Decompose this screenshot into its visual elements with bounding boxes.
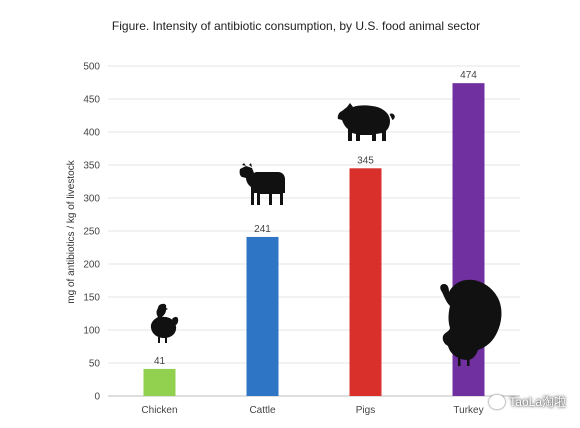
y-tick-label: 300 bbox=[83, 194, 100, 205]
y-tick-label: 400 bbox=[83, 128, 100, 139]
cattle-icon bbox=[239, 163, 285, 205]
x-tick-label-pigs: Pigs bbox=[356, 405, 375, 416]
y-tick-label: 0 bbox=[94, 392, 100, 403]
y-tick-labels: 0 50 100 150 200 250 300 350 400 450 500 bbox=[83, 62, 100, 403]
x-tick-label-cattle: Cattle bbox=[249, 405, 276, 416]
y-tick-label: 350 bbox=[83, 161, 100, 172]
watermark: TaoLa淘啦 bbox=[489, 393, 566, 410]
y-tick-label: 200 bbox=[83, 260, 100, 271]
chat-bubble-icon bbox=[489, 394, 506, 409]
y-tick-label: 50 bbox=[89, 359, 101, 370]
y-tick-label: 500 bbox=[83, 62, 100, 73]
data-label-cattle: 241 bbox=[254, 224, 271, 235]
y-tick-label: 100 bbox=[83, 326, 100, 337]
data-label-turkey: 474 bbox=[460, 70, 477, 81]
y-tick-label: 450 bbox=[83, 95, 100, 106]
data-label-pigs: 345 bbox=[357, 155, 374, 166]
y-tick-label: 150 bbox=[83, 293, 100, 304]
y-tick-label: 250 bbox=[83, 227, 100, 238]
bar-cattle bbox=[246, 236, 279, 396]
x-tick-label-chicken: Chicken bbox=[141, 405, 177, 416]
chart-title: Figure. Intensity of antibiotic consumpt… bbox=[112, 19, 480, 33]
bars bbox=[143, 83, 485, 396]
x-tick-label-turkey: Turkey bbox=[453, 405, 483, 416]
pig-icon bbox=[337, 103, 395, 141]
data-labels: 41 241 345 474 bbox=[154, 70, 477, 367]
gridlines bbox=[108, 65, 520, 397]
chicken-icon bbox=[150, 303, 179, 343]
x-tick-labels: Chicken Cattle Pigs Turkey bbox=[141, 405, 483, 416]
y-axis-label: mg of antibiotics / kg of livestock bbox=[66, 159, 77, 303]
watermark-text: TaoLa淘啦 bbox=[509, 395, 566, 409]
bar-pigs bbox=[349, 168, 382, 396]
turkey-icon bbox=[440, 279, 502, 366]
bar-chicken bbox=[143, 368, 176, 396]
data-label-chicken: 41 bbox=[154, 356, 166, 367]
